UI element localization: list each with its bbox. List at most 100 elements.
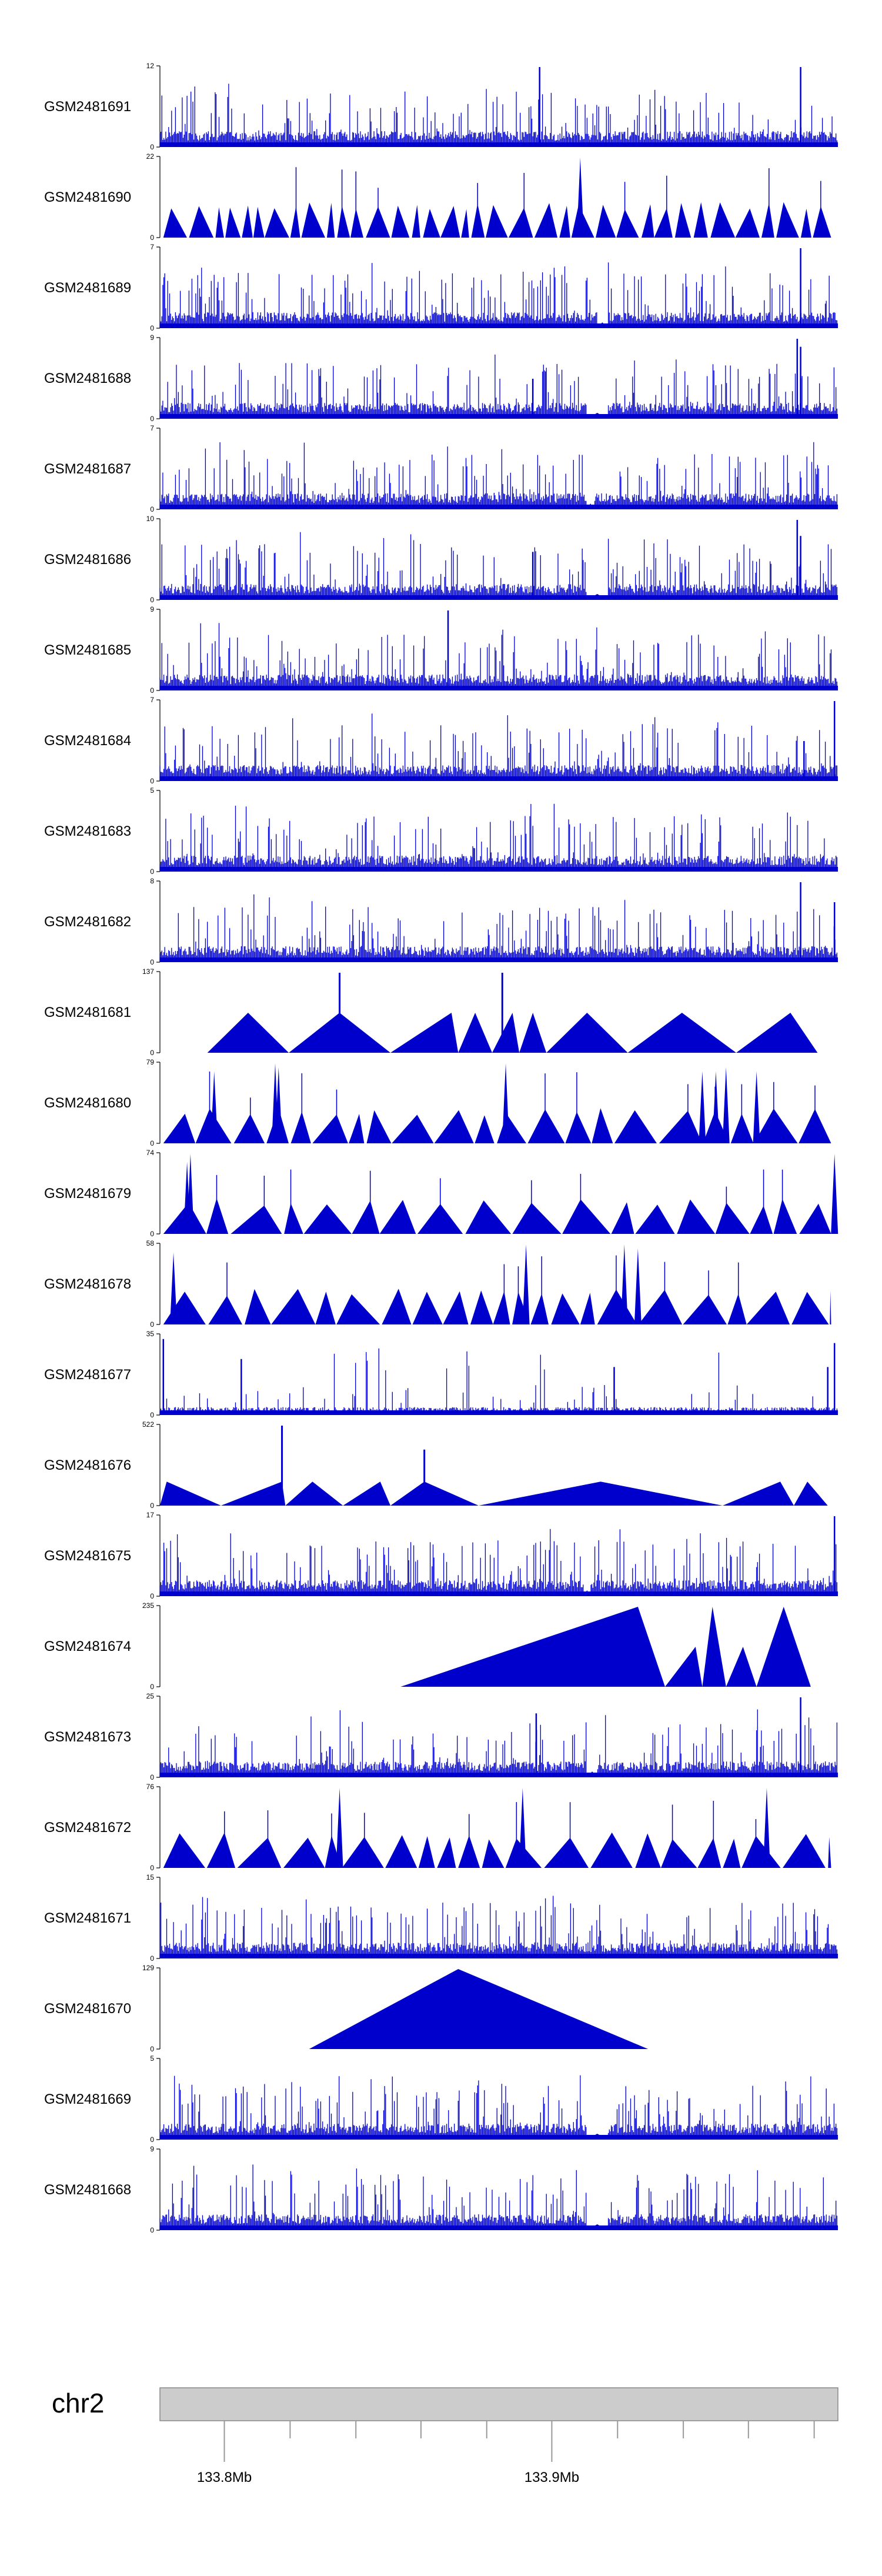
signal-segment — [163, 1113, 196, 1143]
y-min-label: 0 — [150, 2135, 154, 2144]
track-label: GSM2481672 — [44, 1820, 131, 1836]
signal-segment — [312, 1115, 348, 1143]
signal-peak — [634, 1248, 642, 1324]
signal-bars — [159, 623, 838, 690]
signal-peak — [519, 1788, 526, 1868]
track-label: GSM2481673 — [44, 1729, 131, 1745]
signal-baseline — [160, 867, 838, 872]
signal-segment — [283, 1837, 325, 1868]
signal-segment — [592, 1108, 613, 1143]
signal-baseline — [160, 595, 838, 600]
signal-segment — [391, 205, 410, 238]
track-label: GSM2481669 — [44, 2091, 131, 2107]
y-max-label: 9 — [150, 2145, 154, 2153]
signal-segment — [654, 208, 673, 238]
signal-segment — [230, 1205, 282, 1234]
signal-baseline — [160, 957, 838, 962]
signal-baseline — [160, 1410, 838, 1415]
track-GSM2481684: GSM2481684 7 0 — [44, 696, 838, 785]
signal-bars — [159, 1709, 838, 1777]
track-GSM2481685: GSM2481685 9 0 — [44, 605, 838, 695]
y-min-label: 0 — [150, 1230, 154, 1238]
y-min-label: 0 — [150, 777, 154, 785]
signal-baseline — [160, 1591, 838, 1596]
y-max-label: 10 — [146, 515, 155, 523]
y-min-label: 0 — [150, 1954, 154, 1963]
signal-segment — [303, 1204, 352, 1234]
signal-segment — [418, 1836, 435, 1868]
y-min-label: 0 — [150, 2045, 154, 2053]
signal-segment — [253, 206, 265, 238]
y-max-label: 12 — [146, 62, 155, 70]
y-min-label: 0 — [150, 686, 154, 695]
signal-peak — [831, 1154, 838, 1234]
signal-segment — [349, 1114, 365, 1143]
signal-segment — [710, 202, 736, 238]
y-min-label: 0 — [150, 233, 154, 242]
signal-segment — [546, 1013, 628, 1053]
signal-segment — [482, 1839, 505, 1868]
y-max-label: 8 — [150, 877, 154, 885]
signal-segment — [233, 1114, 265, 1143]
genomic-position-label: 133.8Mb — [197, 2470, 252, 2485]
signal-segment — [290, 1112, 311, 1143]
signal-segment — [271, 1289, 316, 1324]
y-max-label: 5 — [150, 2054, 154, 2063]
signal-dip — [587, 2224, 607, 2230]
signal-peak — [170, 1252, 178, 1324]
track-GSM2481681: GSM2481681 137 0 — [44, 967, 818, 1057]
signal-segment — [597, 1289, 637, 1324]
y-max-label: 22 — [146, 152, 155, 161]
signal-segment — [544, 1837, 589, 1868]
track-GSM2481668: GSM2481668 9 0 — [44, 2145, 838, 2234]
signal-segment — [475, 1115, 495, 1143]
signal-segment — [559, 205, 570, 238]
y-max-label: 76 — [146, 1783, 155, 1791]
track-label: GSM2481674 — [44, 1639, 131, 1654]
signal-segment — [326, 202, 335, 238]
y-max-label: 17 — [146, 1511, 155, 1519]
signal-segment — [493, 1291, 510, 1324]
signal-segment — [392, 1115, 434, 1143]
signal-segment — [665, 1647, 703, 1687]
signal-baseline — [160, 142, 838, 147]
signal-segment — [519, 1013, 547, 1053]
signal-segment — [565, 1112, 592, 1143]
track-label: GSM2481678 — [44, 1276, 131, 1292]
track-label: GSM2481680 — [44, 1095, 131, 1111]
track-GSM2481689: GSM2481689 7 0 — [44, 243, 838, 332]
y-max-label: 15 — [146, 1873, 155, 1881]
signal-segment — [385, 1835, 417, 1868]
signal-segment — [390, 1013, 459, 1053]
signal-segment — [828, 1837, 831, 1868]
signal-peak — [211, 1071, 218, 1143]
signal-segment — [723, 1481, 794, 1506]
signal-segment — [412, 205, 420, 238]
signal-segment — [627, 1013, 736, 1053]
chromosome-band — [159, 2387, 838, 2421]
signal-segment — [382, 1289, 412, 1324]
signal-dip — [583, 1590, 591, 1596]
y-max-label: 35 — [146, 1330, 155, 1338]
y-min-label: 0 — [150, 1501, 154, 1510]
y-min-label: 0 — [150, 867, 154, 876]
track-GSM2481669: GSM2481669 5 0 — [44, 2054, 838, 2144]
track-GSM2481677: GSM2481677 35 0 — [44, 1330, 838, 1419]
signal-baseline — [160, 776, 838, 781]
track-label: GSM2481684 — [44, 733, 131, 749]
signal-segment — [702, 1607, 726, 1687]
signal-segment — [163, 1833, 205, 1868]
signal-segment — [336, 1294, 380, 1324]
signal-segment — [486, 205, 508, 238]
signal-segment — [773, 1199, 797, 1234]
signal-segment — [350, 208, 363, 238]
track-label: GSM2481685 — [44, 642, 131, 658]
signal-dip — [587, 594, 607, 600]
y-max-label: 25 — [146, 1692, 155, 1700]
signal-bars — [159, 1529, 838, 1596]
track-label: GSM2481676 — [44, 1457, 131, 1473]
signal-dip — [597, 322, 607, 328]
signal-segment — [736, 1013, 818, 1053]
signal-segment — [315, 1292, 336, 1324]
signal-segment — [492, 1013, 520, 1053]
